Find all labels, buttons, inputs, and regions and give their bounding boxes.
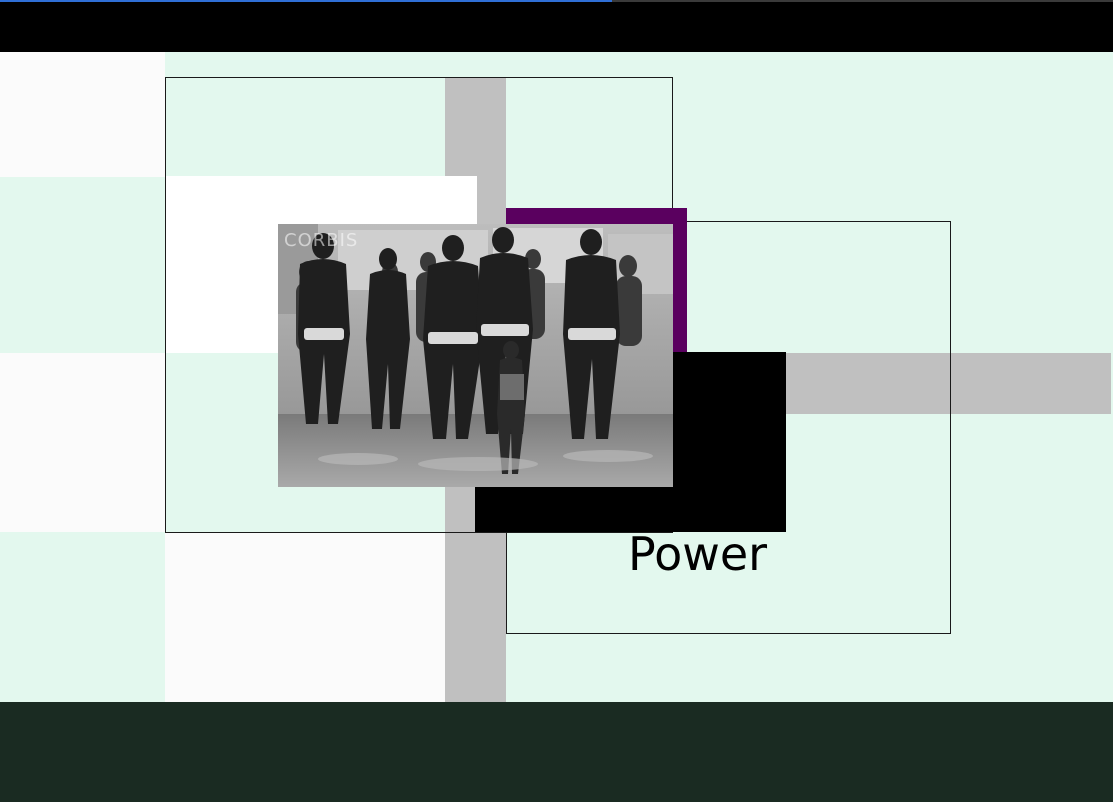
gray-horizontal-bar — [786, 353, 1111, 414]
wrestlers-photo-icon — [278, 224, 673, 487]
loading-bar-fill — [0, 0, 613, 2]
photo-watermark: CORBIS — [284, 230, 359, 251]
page-footer — [0, 702, 1113, 802]
tile-bottom-left — [165, 532, 445, 702]
hero-title: Power — [628, 527, 768, 581]
tile-left-middle — [0, 353, 165, 532]
hero-photo: CORBIS — [278, 224, 673, 487]
top-header-bar — [0, 2, 1113, 52]
tile-left-top — [0, 52, 165, 177]
